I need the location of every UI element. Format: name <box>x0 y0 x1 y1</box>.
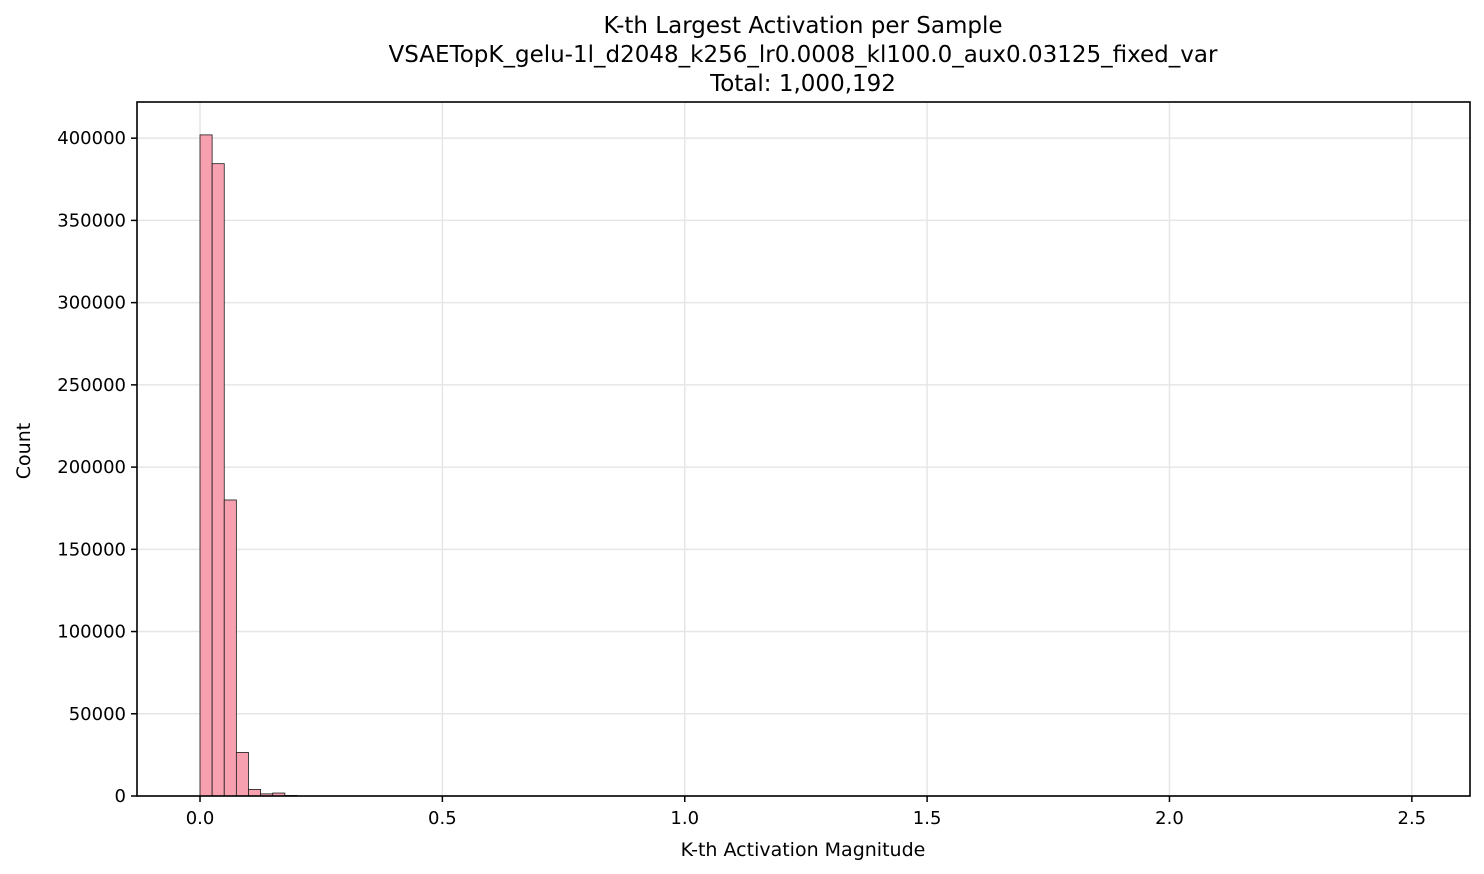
x-tick-label: 2.0 <box>1155 808 1184 829</box>
y-tick-label: 200000 <box>57 457 126 478</box>
chart-title-line-1: K-th Largest Activation per Sample <box>603 13 1002 39</box>
grid-lines <box>137 102 1470 797</box>
x-tick-label: 1.0 <box>670 808 699 829</box>
histogram-bar <box>211 163 225 797</box>
histogram-bar <box>235 752 249 797</box>
y-tick-label: 400000 <box>57 128 126 149</box>
y-tick-label: 50000 <box>69 704 126 725</box>
x-axis-label: K-th Activation Magnitude <box>681 839 926 861</box>
x-tick-label: 0.0 <box>186 808 215 829</box>
y-axis-label: Count <box>13 423 35 479</box>
histogram-bars <box>199 134 298 797</box>
y-tick-label: 350000 <box>57 210 126 231</box>
histogram-bar <box>248 789 262 797</box>
y-tick-label: 150000 <box>57 539 126 560</box>
x-tick-label: 2.5 <box>1398 808 1427 829</box>
x-tick-label: 0.5 <box>428 808 457 829</box>
y-tick-label: 250000 <box>57 375 126 396</box>
y-tick-label: 0 <box>115 786 126 807</box>
histogram-bar <box>223 499 237 797</box>
histogram-bar <box>199 134 213 797</box>
x-tick-label: 1.5 <box>913 808 942 829</box>
chart-title-line-2: VSAETopK_gelu-1l_d2048_k256_lr0.0008_kl1… <box>389 42 1218 68</box>
chart-title: K-th Largest Activation per Sample VSAET… <box>389 13 1218 97</box>
x-axis-ticks: 0.0 0.5 1.0 1.5 2.0 2.5 <box>186 796 1426 829</box>
y-tick-label: 100000 <box>57 622 126 643</box>
y-tick-label: 300000 <box>57 293 126 314</box>
plot-frame <box>136 101 1471 797</box>
y-axis-ticks: 0 50000 100000 150000 200000 250000 300000 3500… <box>57 128 137 807</box>
chart-title-line-3: Total: 1,000,192 <box>709 71 896 97</box>
